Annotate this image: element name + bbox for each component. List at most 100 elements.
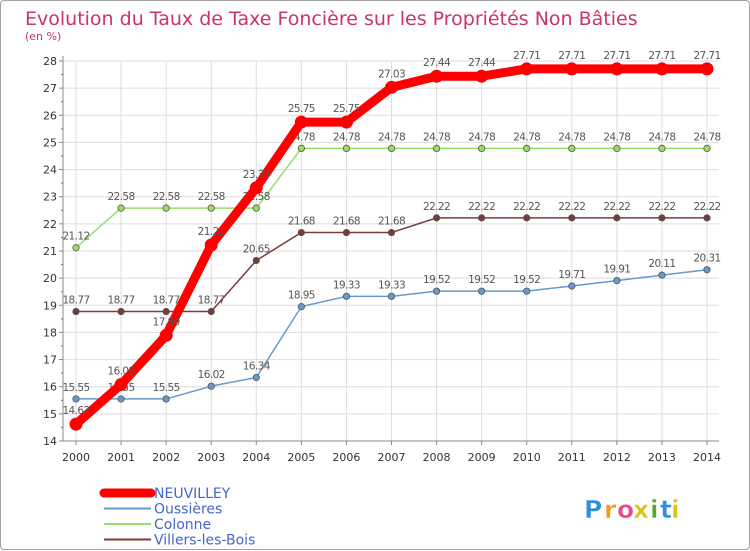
data-label: 20.65 [243, 244, 270, 256]
data-label: 22.22 [603, 201, 630, 213]
data-label: 22.22 [423, 201, 450, 213]
data-label: 22.22 [558, 201, 585, 213]
y-tick-label: 22 [43, 218, 57, 231]
logo-letter: P [584, 495, 602, 524]
data-label: 22.22 [693, 201, 720, 213]
chart-title: Evolution du Taux de Taxe Foncière sur l… [25, 8, 638, 30]
data-label: 27.71 [513, 50, 540, 62]
data-point [475, 69, 489, 83]
data-label: 19.52 [513, 274, 540, 286]
data-point [478, 214, 486, 222]
data-point [294, 115, 308, 129]
data-point [162, 204, 170, 212]
data-label: 19.52 [468, 274, 495, 286]
series-group: 15.5515.5515.5516.0216.3418.9519.3319.33… [62, 50, 721, 431]
y-tick-label: 15 [43, 408, 57, 421]
data-label: 15.55 [62, 382, 89, 394]
data-point [703, 266, 711, 274]
y-tick-label: 18 [43, 326, 57, 339]
data-point [703, 144, 711, 152]
data-point [297, 144, 305, 152]
data-label: 22.22 [513, 201, 540, 213]
data-label: 27.44 [468, 57, 496, 69]
logo-letter: i [650, 495, 659, 524]
data-point [207, 307, 215, 316]
y-tick-label: 25 [43, 136, 57, 149]
data-point [72, 244, 80, 252]
data-point [252, 373, 260, 382]
x-tick-label: 2010 [513, 451, 541, 464]
x-tick-label: 2001 [107, 451, 135, 464]
data-label: 24.78 [378, 131, 405, 143]
x-tick-label: 2008 [423, 451, 451, 464]
x-tick-label: 2003 [197, 451, 225, 464]
x-tick-label: 2013 [648, 451, 676, 464]
data-label: 19.33 [378, 279, 405, 291]
data-label: 27.71 [648, 50, 675, 62]
series-oussi-res: 15.5515.5515.5516.0216.3418.9519.3319.33… [62, 253, 721, 403]
data-point [69, 417, 83, 431]
x-tick-label: 2004 [242, 451, 270, 464]
x-tick-label: 2006 [332, 451, 360, 464]
data-point [339, 115, 353, 129]
data-point [387, 144, 396, 152]
data-point [658, 214, 666, 222]
data-label: 24.78 [603, 131, 630, 143]
data-label: 22.58 [198, 191, 225, 203]
data-point [342, 144, 351, 152]
data-label: 24.78 [648, 131, 675, 143]
data-label: 16.08 [108, 366, 135, 378]
data-point [387, 292, 396, 300]
data-label: 24.78 [558, 131, 585, 143]
data-point [432, 287, 441, 295]
data-point [162, 395, 170, 403]
data-label: 16.34 [243, 360, 271, 372]
data-label: 27.44 [423, 57, 451, 69]
y-tick-label: 19 [43, 299, 57, 312]
data-point [117, 307, 125, 316]
data-label: 22.22 [468, 201, 495, 213]
data-point [613, 214, 621, 222]
data-label: 19.33 [333, 279, 360, 291]
data-point [252, 204, 260, 212]
data-label: 23.33 [243, 169, 270, 181]
data-point [523, 144, 531, 152]
data-label: 27.71 [558, 50, 585, 62]
x-tick-label: 2014 [693, 451, 721, 464]
y-tick-label: 28 [43, 55, 57, 68]
data-point [520, 62, 534, 76]
data-label: 24.78 [693, 131, 720, 143]
data-point [568, 144, 576, 152]
x-tick-label: 2011 [558, 451, 586, 464]
data-label: 22.58 [153, 191, 180, 203]
y-tick-label: 16 [43, 381, 57, 394]
legend: NEUVILLEYOussièresColonneVillers-les-Boi… [99, 486, 255, 549]
data-point [432, 144, 441, 152]
data-point [523, 287, 531, 295]
data-label: 27.03 [378, 68, 405, 80]
data-point [565, 62, 579, 76]
data-label: 16.02 [198, 369, 225, 381]
data-point [249, 181, 263, 195]
data-label: 18.77 [198, 295, 225, 307]
legend-label: Villers-les-Bois [154, 533, 255, 549]
data-point [655, 62, 669, 76]
data-point [523, 214, 531, 222]
data-point [478, 287, 486, 295]
x-tick-label: 2000 [62, 451, 90, 464]
legend-label: Oussières [154, 502, 222, 518]
data-label: 21.12 [62, 231, 89, 243]
data-label: 22.22 [648, 201, 675, 213]
data-label: 19.52 [423, 274, 450, 286]
legend-label: NEUVILLEY [154, 486, 231, 502]
y-tick-label: 27 [43, 82, 57, 95]
data-label: 24.78 [468, 131, 495, 143]
data-point [72, 395, 80, 403]
data-label: 19.71 [558, 269, 585, 281]
logo-letter: o [617, 495, 634, 524]
data-point [658, 271, 666, 279]
data-point [117, 204, 125, 212]
logo-letter: r [604, 495, 617, 524]
